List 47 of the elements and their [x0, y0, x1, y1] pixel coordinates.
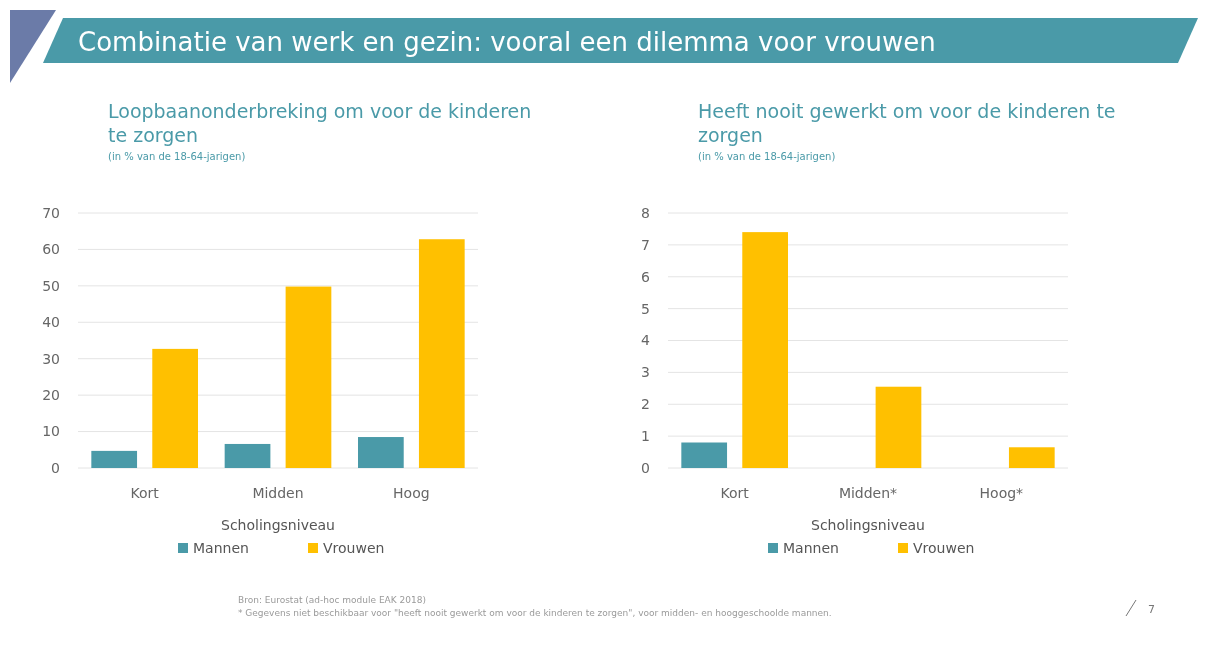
- bar: [152, 348, 198, 468]
- bar: [358, 437, 404, 468]
- legend-label: Vrouwen: [913, 540, 975, 556]
- x-axis-title: Scholingsniveau: [221, 517, 335, 533]
- y-tick-label: 30: [42, 350, 60, 367]
- text: 7: [1148, 603, 1155, 616]
- chart-subtitle: (in % van de 18-64-jarigen): [108, 151, 246, 162]
- x-tick-label: Midden*: [838, 485, 898, 501]
- chart-title: Loopbaanonderbreking om voor de kinderen te zorgen: [108, 100, 532, 146]
- text: Combinatie van werk en gezin: vooral een dilemma voor vrouwen: [78, 27, 936, 57]
- y-tick-label: 1: [641, 428, 650, 445]
- legend-label: Mannen: [783, 540, 839, 556]
- bar: [875, 386, 922, 468]
- x-tick-label: Hoog*: [979, 485, 1024, 501]
- bar: [742, 232, 788, 468]
- x-tick-label: Hoog: [393, 485, 430, 501]
- legend-label: Vrouwen: [323, 540, 385, 556]
- bar: [224, 443, 271, 468]
- y-tick-label: 0: [51, 459, 60, 476]
- y-tick-label: 4: [641, 332, 651, 349]
- y-tick-label: 2: [641, 396, 650, 413]
- y-tick-label: 8: [641, 204, 650, 221]
- y-tick-label: 10: [42, 423, 60, 440]
- x-axis-title: Scholingsniveau: [811, 517, 925, 533]
- y-tick-label: 20: [42, 387, 60, 404]
- bar: [418, 239, 465, 468]
- y-tick-label: 7: [641, 236, 650, 253]
- bar: [1008, 447, 1055, 468]
- legend-label: Mannen: [193, 540, 249, 556]
- text: Bron: Eurostat (ad-hoc module EAK 2018): [238, 595, 426, 605]
- y-tick-label: 5: [641, 300, 650, 317]
- bar: [681, 442, 728, 468]
- y-tick-label: 0: [641, 459, 650, 476]
- x-tick-label: Kort: [720, 485, 750, 501]
- y-tick-label: 70: [42, 204, 60, 221]
- chart-subtitle: (in % van de 18-64-jarigen): [698, 151, 836, 162]
- y-tick-label: 50: [42, 277, 60, 294]
- x-tick-label: Midden: [252, 485, 304, 501]
- y-tick-label: 40: [42, 314, 60, 331]
- text: * Gegevens niet beschikbaar voor "heeft nooit gewerkt om voor de kinderen te zorgen", voor midden- en hooggeschoolde mannen.: [238, 608, 832, 618]
- x-tick-label: Kort: [130, 485, 160, 501]
- bar: [285, 286, 332, 468]
- bar: [91, 450, 138, 468]
- chart-title: Heeft nooit gewerkt om voor de kinderen te zorgen: [698, 100, 1116, 146]
- y-tick-label: 6: [641, 268, 651, 285]
- y-tick-label: 3: [641, 364, 650, 381]
- y-tick-label: 60: [42, 241, 60, 258]
